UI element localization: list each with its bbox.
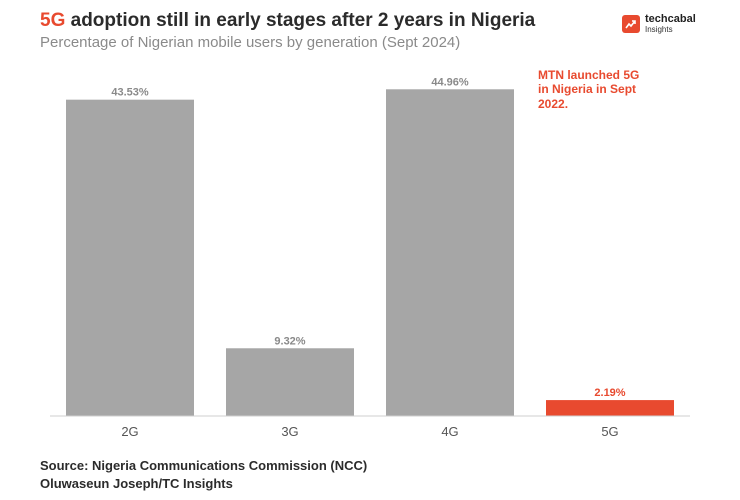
x-tick-2G: 2G [121, 424, 138, 439]
bar-4G [386, 89, 514, 417]
techcabal-logo: techcabal Insights [622, 14, 696, 34]
data-label-4G: 44.96% [431, 76, 469, 88]
bar-2G [66, 99, 194, 416]
trend-arrow-icon [622, 15, 640, 33]
bar-3G [226, 348, 354, 416]
chart-annotation: MTN launched 5G in Nigeria in Sept 2022. [538, 68, 640, 111]
credit-text: Oluwaseun Joseph/TC Insights [40, 476, 233, 492]
title-text: adoption still in early stages after 2 y… [65, 10, 536, 31]
logo-sub: Insights [645, 25, 673, 34]
title-highlight: 5G [40, 10, 66, 31]
x-tick-4G: 4G [441, 424, 458, 439]
bar-5G [546, 400, 674, 416]
chart-subtitle: Percentage of Nigerian mobile users by g… [40, 34, 461, 51]
data-label-3G: 9.32% [274, 335, 305, 347]
data-label-5G: 2.19% [594, 387, 625, 399]
chart-title: 5G adoption still in early stages after … [40, 10, 535, 32]
source-text: Source: Nigeria Communications Commissio… [40, 458, 368, 473]
x-tick-3G: 3G [281, 424, 298, 439]
data-label-2G: 43.53% [111, 87, 149, 99]
logo-name: techcabal [645, 13, 696, 25]
x-tick-5G: 5G [601, 424, 618, 439]
source-note: Source: Nigeria Communications Commissio… [40, 457, 367, 493]
